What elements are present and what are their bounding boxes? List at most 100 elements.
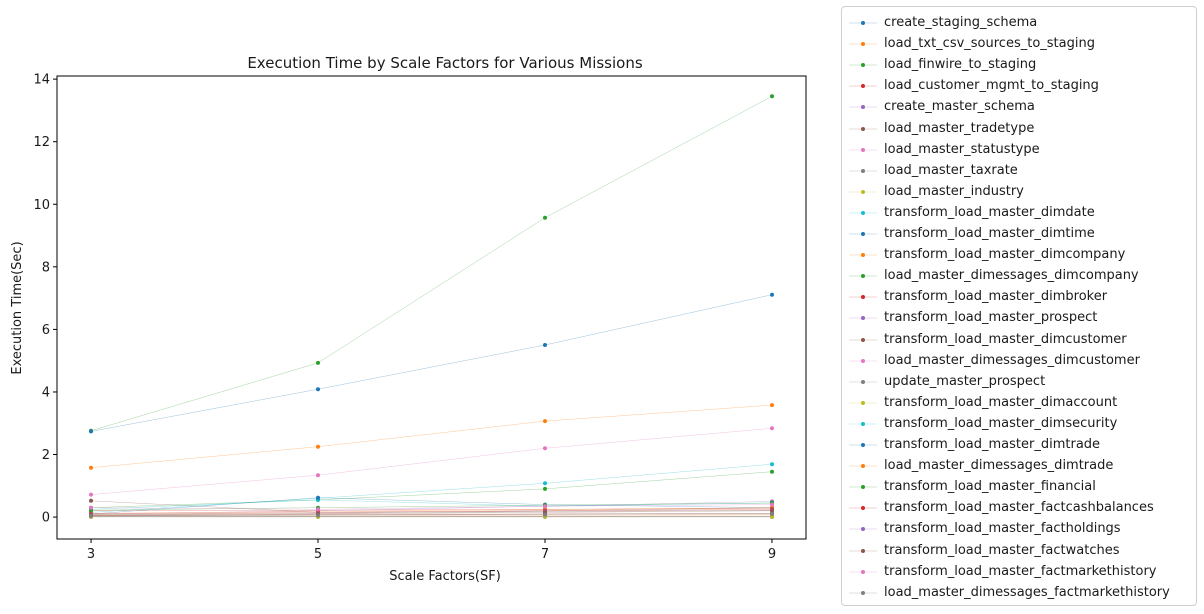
x-tick-label: 9 [768, 547, 776, 562]
series-line-24 [90, 509, 773, 515]
legend-swatch [849, 210, 877, 215]
legend-item: transform_load_master_dimcompany [842, 245, 1196, 265]
legend-swatch [849, 358, 877, 363]
y-axis-label: Execution Time(Sec) [10, 241, 25, 374]
legend-label: create_staging_schema [884, 15, 1038, 30]
legend-label: transform_load_master_dimbroker [884, 289, 1108, 305]
legend-swatch-marker [861, 210, 865, 215]
legend-swatch [849, 63, 877, 68]
legend-swatch-marker [861, 548, 865, 553]
legend-swatch-marker [861, 42, 865, 47]
data-point-26-3 [770, 502, 774, 507]
legend-swatch [849, 485, 877, 490]
legend-swatch [849, 189, 877, 194]
series-line-16 [90, 428, 773, 495]
series-line-20 [90, 497, 773, 515]
series-line-11 [90, 404, 773, 468]
data-point-10-3 [770, 292, 774, 297]
legend-swatch-marker [861, 464, 865, 469]
data-point-2-3 [770, 94, 774, 99]
legend-swatch-marker [861, 527, 865, 532]
legend-swatch-marker [861, 569, 865, 574]
data-point-8-3 [770, 514, 774, 519]
legend-item: transform_load_master_factholdings [842, 519, 1196, 539]
x-tick-label: 5 [314, 547, 322, 562]
legend-label: transform_load_master_dimsecurity [884, 415, 1118, 431]
legend-swatch [849, 443, 877, 447]
data-point-27-0 [89, 513, 93, 518]
plot-lines [90, 96, 773, 518]
data-point-16-3 [770, 426, 774, 431]
legend-swatch [849, 421, 877, 426]
data-point-26-0 [89, 505, 93, 510]
legend-swatch-marker [861, 379, 865, 384]
legend-swatch [849, 400, 877, 405]
legend-item: load_customer_mgmt_to_staging [842, 76, 1196, 96]
legend-label: load_master_dimessages_dimcompany [884, 268, 1139, 284]
legend-item: load_master_tradetype [842, 119, 1196, 139]
legend-label: transform_load_master_dimcustomer [884, 331, 1127, 347]
legend-swatch [849, 274, 877, 279]
legend-swatch [849, 147, 877, 152]
series-line-26 [90, 504, 773, 510]
data-point-10-2 [543, 343, 547, 347]
legend-label: load_customer_mgmt_to_staging [884, 78, 1099, 94]
series-line-3 [90, 508, 773, 512]
legend-item: load_master_taxrate [842, 161, 1196, 181]
legend-swatch-marker [861, 63, 865, 68]
legend-label: transform_load_master_factcashbalances [884, 500, 1154, 516]
x-tick-label: 7 [541, 547, 549, 562]
series-line-19 [90, 499, 773, 510]
legend-label: load_master_taxrate [884, 162, 1018, 178]
chart-title: Execution Time by Scale Factors for Vari… [247, 54, 643, 72]
legend-swatch-marker [861, 400, 865, 405]
legend-swatch-marker [861, 168, 865, 173]
legend-swatch [849, 379, 877, 384]
legend-swatch-marker [861, 485, 865, 490]
legend-item: transform_load_master_dimaccount [842, 393, 1196, 413]
legend-swatch-marker [861, 253, 865, 258]
legend-item: load_master_industry [842, 182, 1196, 202]
series-line-25 [90, 510, 773, 516]
legend-swatch [849, 295, 877, 300]
legend-label: transform_load_master_dimdate [884, 204, 1095, 220]
series-line-10 [90, 294, 773, 432]
y-tick-label: 6 [42, 323, 50, 338]
data-point-26-2 [543, 504, 547, 509]
legend-swatch [849, 316, 877, 321]
legend-label: load_master_dimessages_factmarkethistory [884, 584, 1170, 600]
legend-item: transform_load_master_financial [842, 477, 1196, 497]
x-tick-label: 3 [87, 547, 95, 562]
legend-label: transform_load_master_factmarkethistory [884, 563, 1157, 579]
legend-swatch [849, 590, 877, 595]
legend-swatch [849, 84, 877, 89]
y-tick-label: 2 [42, 448, 50, 463]
data-point-20-1 [316, 495, 320, 500]
legend-swatch-marker [861, 316, 865, 321]
legend-swatch [849, 464, 877, 469]
series-line-27 [90, 513, 773, 517]
legend-label: transform_load_master_dimaccount [884, 394, 1118, 410]
series-line-2 [90, 96, 773, 432]
y-tick-label: 14 [33, 73, 50, 88]
series-line-22 [90, 502, 773, 511]
legend-swatch [849, 569, 877, 574]
data-point-9-3 [770, 462, 774, 467]
y-tick-label: 8 [42, 260, 50, 275]
legend-label: load_master_tradetype [884, 120, 1035, 136]
legend-label: load_master_industry [884, 183, 1024, 199]
legend-label: transform_load_master_financial [884, 479, 1096, 495]
legend-swatch-marker [861, 443, 865, 447]
legend-item: load_master_dimessages_factmarkethistory [842, 583, 1196, 603]
legend-swatch [849, 253, 877, 258]
data-point-27-1 [316, 513, 320, 518]
legend-swatch-marker [861, 274, 865, 279]
legend-item: transform_load_master_prospect [842, 308, 1196, 328]
legend-label: transform_load_master_factwatches [884, 542, 1120, 558]
data-point-2-2 [543, 215, 547, 220]
legend-swatch [849, 527, 877, 532]
legend-swatch [849, 232, 877, 236]
data-point-11-3 [770, 403, 774, 408]
legend-swatch-marker [861, 590, 865, 595]
legend-swatch-marker [861, 232, 865, 236]
